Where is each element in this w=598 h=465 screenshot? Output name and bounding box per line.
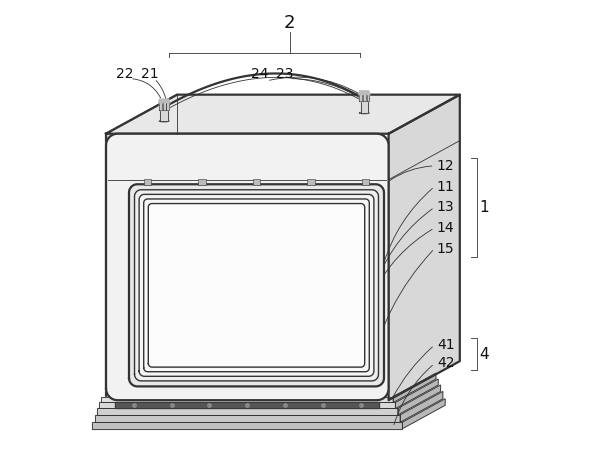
Bar bbox=[144, 179, 151, 185]
Text: 4: 4 bbox=[480, 347, 489, 362]
Polygon shape bbox=[92, 422, 402, 429]
Polygon shape bbox=[359, 91, 370, 94]
Polygon shape bbox=[395, 379, 438, 408]
Polygon shape bbox=[148, 204, 365, 367]
Bar bbox=[199, 179, 206, 185]
Polygon shape bbox=[166, 101, 169, 110]
Text: 42: 42 bbox=[437, 357, 454, 371]
Text: 21: 21 bbox=[141, 67, 158, 81]
Text: 12: 12 bbox=[437, 159, 454, 173]
Text: 14: 14 bbox=[437, 221, 454, 235]
Polygon shape bbox=[158, 99, 170, 103]
Polygon shape bbox=[398, 385, 441, 415]
Text: 11: 11 bbox=[437, 179, 454, 193]
Polygon shape bbox=[400, 392, 443, 422]
Polygon shape bbox=[106, 134, 389, 400]
Text: 41: 41 bbox=[437, 338, 454, 352]
Bar bbox=[253, 179, 260, 185]
Polygon shape bbox=[135, 190, 379, 381]
Polygon shape bbox=[389, 95, 460, 400]
Polygon shape bbox=[361, 101, 368, 113]
Polygon shape bbox=[102, 397, 393, 403]
Polygon shape bbox=[106, 95, 460, 134]
Polygon shape bbox=[402, 399, 445, 429]
Polygon shape bbox=[363, 93, 365, 101]
Text: 23: 23 bbox=[276, 67, 293, 81]
Polygon shape bbox=[159, 101, 162, 110]
Polygon shape bbox=[97, 408, 398, 415]
Text: 1: 1 bbox=[480, 200, 489, 215]
Polygon shape bbox=[115, 403, 379, 408]
Polygon shape bbox=[99, 403, 395, 408]
Bar bbox=[362, 179, 370, 185]
Text: 2: 2 bbox=[284, 14, 295, 33]
Polygon shape bbox=[160, 110, 168, 121]
Ellipse shape bbox=[359, 112, 370, 114]
Polygon shape bbox=[144, 199, 370, 372]
Polygon shape bbox=[94, 415, 400, 422]
Polygon shape bbox=[106, 95, 177, 400]
Polygon shape bbox=[367, 93, 370, 101]
Polygon shape bbox=[359, 93, 362, 101]
Polygon shape bbox=[393, 373, 436, 403]
Text: 13: 13 bbox=[437, 200, 454, 214]
Text: 15: 15 bbox=[437, 242, 454, 256]
Bar bbox=[307, 179, 315, 185]
Text: 24: 24 bbox=[251, 67, 269, 81]
Polygon shape bbox=[139, 194, 374, 376]
Ellipse shape bbox=[159, 120, 169, 122]
Polygon shape bbox=[129, 184, 384, 386]
Polygon shape bbox=[163, 101, 166, 110]
Text: 22: 22 bbox=[115, 67, 133, 81]
